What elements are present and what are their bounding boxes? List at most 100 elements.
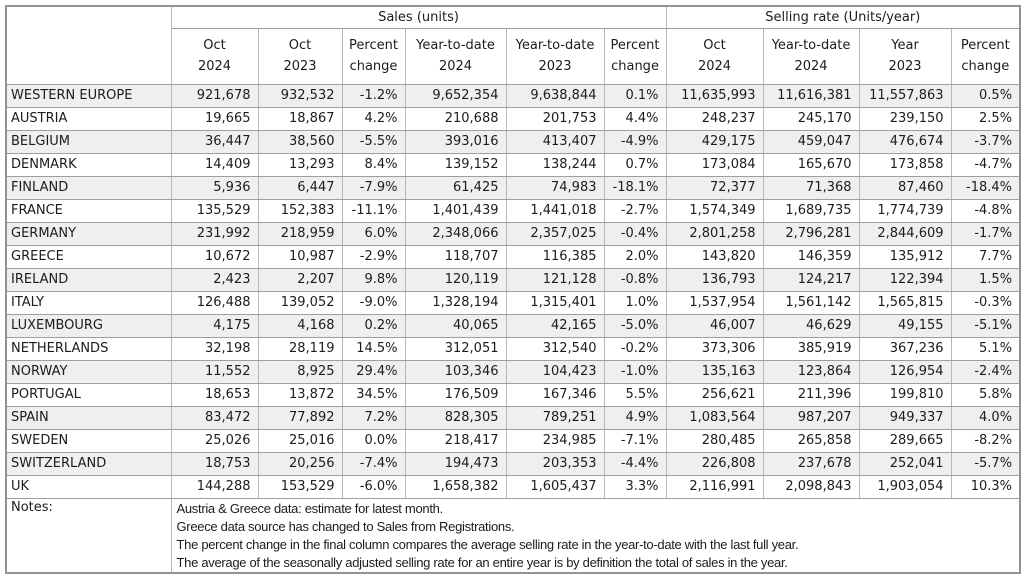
value-cell: 10,672 <box>170 244 259 269</box>
value-cell: 1,658,382 <box>404 474 507 499</box>
value-cell: 2.5% <box>950 106 1021 131</box>
value-cell: -7.9% <box>341 175 406 200</box>
value-cell: 289,665 <box>858 428 952 453</box>
table-row: UK 144,288 153,529 -6.0% 1,658,382 1,605,437 3… <box>5 474 1021 499</box>
value-cell: 136,793 <box>665 267 764 292</box>
country-cell: NORWAY <box>5 359 172 384</box>
value-cell: 231,992 <box>170 221 259 246</box>
group-header-row: Sales (units) Selling rate (Units/year) <box>5 5 1021 85</box>
value-cell: 139,052 <box>257 290 343 315</box>
table-row: FRANCE 135,529 152,383 -11.1% 1,401,439 1,441… <box>5 198 1021 223</box>
value-cell: -7.4% <box>341 451 406 476</box>
value-cell: 5.8% <box>950 382 1021 407</box>
value-cell: 83,472 <box>170 405 259 430</box>
group-header-sales: Sales (units) <box>170 5 667 29</box>
table-row: SPAIN 83,472 77,892 7.2% 828,305 789,251 4.9% 1… <box>5 405 1021 430</box>
value-cell: 38,560 <box>257 129 343 154</box>
value-cell: 245,170 <box>762 106 860 131</box>
table-body: WESTERN EUROPE 921,678 932,532 -1.2% 9,652,3… <box>5 83 1021 499</box>
country-cell: WESTERN EUROPE <box>5 83 172 108</box>
value-cell: 252,041 <box>858 451 952 476</box>
table-row: FINLAND 5,936 6,447 -7.9% 61,425 74,983 -18.1%… <box>5 175 1021 200</box>
notes-label: Notes: <box>5 497 172 574</box>
value-cell: 393,016 <box>404 129 507 154</box>
column-header: Percent change <box>341 27 406 85</box>
value-cell: 1,537,954 <box>665 290 764 315</box>
value-cell: 143,820 <box>665 244 764 269</box>
value-cell: 165,670 <box>762 152 860 177</box>
value-cell: 87,460 <box>858 175 952 200</box>
value-cell: 1,574,349 <box>665 198 764 223</box>
value-cell: 3.3% <box>603 474 667 499</box>
value-cell: 19,665 <box>170 106 259 131</box>
country-cell: SWEDEN <box>5 428 172 453</box>
value-cell: -4.4% <box>603 451 667 476</box>
column-header: Percent change <box>950 27 1021 85</box>
column-header: Percent change <box>603 27 667 85</box>
value-cell: 153,529 <box>257 474 343 499</box>
table-footer: Notes: Austria & Greece data: estimate f… <box>5 497 1021 574</box>
value-cell: 203,353 <box>505 451 605 476</box>
value-cell: 139,152 <box>404 152 507 177</box>
value-cell: 14,409 <box>170 152 259 177</box>
value-cell: 789,251 <box>505 405 605 430</box>
value-cell: 2,098,843 <box>762 474 860 499</box>
value-cell: 237,678 <box>762 451 860 476</box>
table-row: NORWAY 11,552 8,925 29.4% 103,346 104,423 -1.0… <box>5 359 1021 384</box>
value-cell: -1.2% <box>341 83 406 108</box>
country-cell: IRELAND <box>5 267 172 292</box>
value-cell: 265,858 <box>762 428 860 453</box>
value-cell: 46,629 <box>762 313 860 338</box>
column-header: Oct 2023 <box>257 27 343 85</box>
country-cell: FINLAND <box>5 175 172 200</box>
value-cell: 18,653 <box>170 382 259 407</box>
value-cell: 146,359 <box>762 244 860 269</box>
value-cell: -1.0% <box>603 359 667 384</box>
value-cell: 13,293 <box>257 152 343 177</box>
table-row: GERMANY 231,992 218,959 6.0% 2,348,066 2,357,… <box>5 221 1021 246</box>
country-cell: GERMANY <box>5 221 172 246</box>
table-row: DENMARK 14,409 13,293 8.4% 139,152 138,244 0.7… <box>5 152 1021 177</box>
value-cell: 1,689,735 <box>762 198 860 223</box>
value-cell: -4.9% <box>603 129 667 154</box>
value-cell: 312,051 <box>404 336 507 361</box>
value-cell: 1,774,739 <box>858 198 952 223</box>
value-cell: 4,175 <box>170 313 259 338</box>
value-cell: -0.8% <box>603 267 667 292</box>
value-cell: 144,288 <box>170 474 259 499</box>
table-row: BELGIUM 36,447 38,560 -5.5% 393,016 413,407 -4… <box>5 129 1021 154</box>
value-cell: 218,417 <box>404 428 507 453</box>
value-cell: 18,867 <box>257 106 343 131</box>
value-cell: 77,892 <box>257 405 343 430</box>
value-cell: 5.1% <box>950 336 1021 361</box>
value-cell: 13,872 <box>257 382 343 407</box>
value-cell: 0.1% <box>603 83 667 108</box>
value-cell: 2,423 <box>170 267 259 292</box>
value-cell: 413,407 <box>505 129 605 154</box>
value-cell: 2,116,991 <box>665 474 764 499</box>
value-cell: 29.4% <box>341 359 406 384</box>
note-line: Austria & Greece data: estimate for late… <box>176 500 444 516</box>
table-row: AUSTRIA 19,665 18,867 4.2% 210,688 201,753 4.4… <box>5 106 1021 131</box>
value-cell: 2,348,066 <box>404 221 507 246</box>
value-cell: 949,337 <box>858 405 952 430</box>
value-cell: -18.4% <box>950 175 1021 200</box>
column-header: Year-to-date 2024 <box>762 27 860 85</box>
value-cell: 173,858 <box>858 152 952 177</box>
table-header: Sales (units) Selling rate (Units/year) … <box>5 5 1021 85</box>
notes-lines: Austria & Greece data: estimate for late… <box>177 500 1020 573</box>
value-cell: 2,207 <box>257 267 343 292</box>
value-cell: 11,635,993 <box>665 83 764 108</box>
value-cell: 14.5% <box>341 336 406 361</box>
country-cell: AUSTRIA <box>5 106 172 131</box>
value-cell: 61,425 <box>404 175 507 200</box>
value-cell: 20,256 <box>257 451 343 476</box>
value-cell: 280,485 <box>665 428 764 453</box>
column-header: Oct 2024 <box>665 27 764 85</box>
value-cell: 987,207 <box>762 405 860 430</box>
value-cell: 135,912 <box>858 244 952 269</box>
value-cell: 36,447 <box>170 129 259 154</box>
value-cell: 32,198 <box>170 336 259 361</box>
value-cell: 201,753 <box>505 106 605 131</box>
table-row: GREECE 10,672 10,987 -2.9% 118,707 116,385 2.0… <box>5 244 1021 269</box>
